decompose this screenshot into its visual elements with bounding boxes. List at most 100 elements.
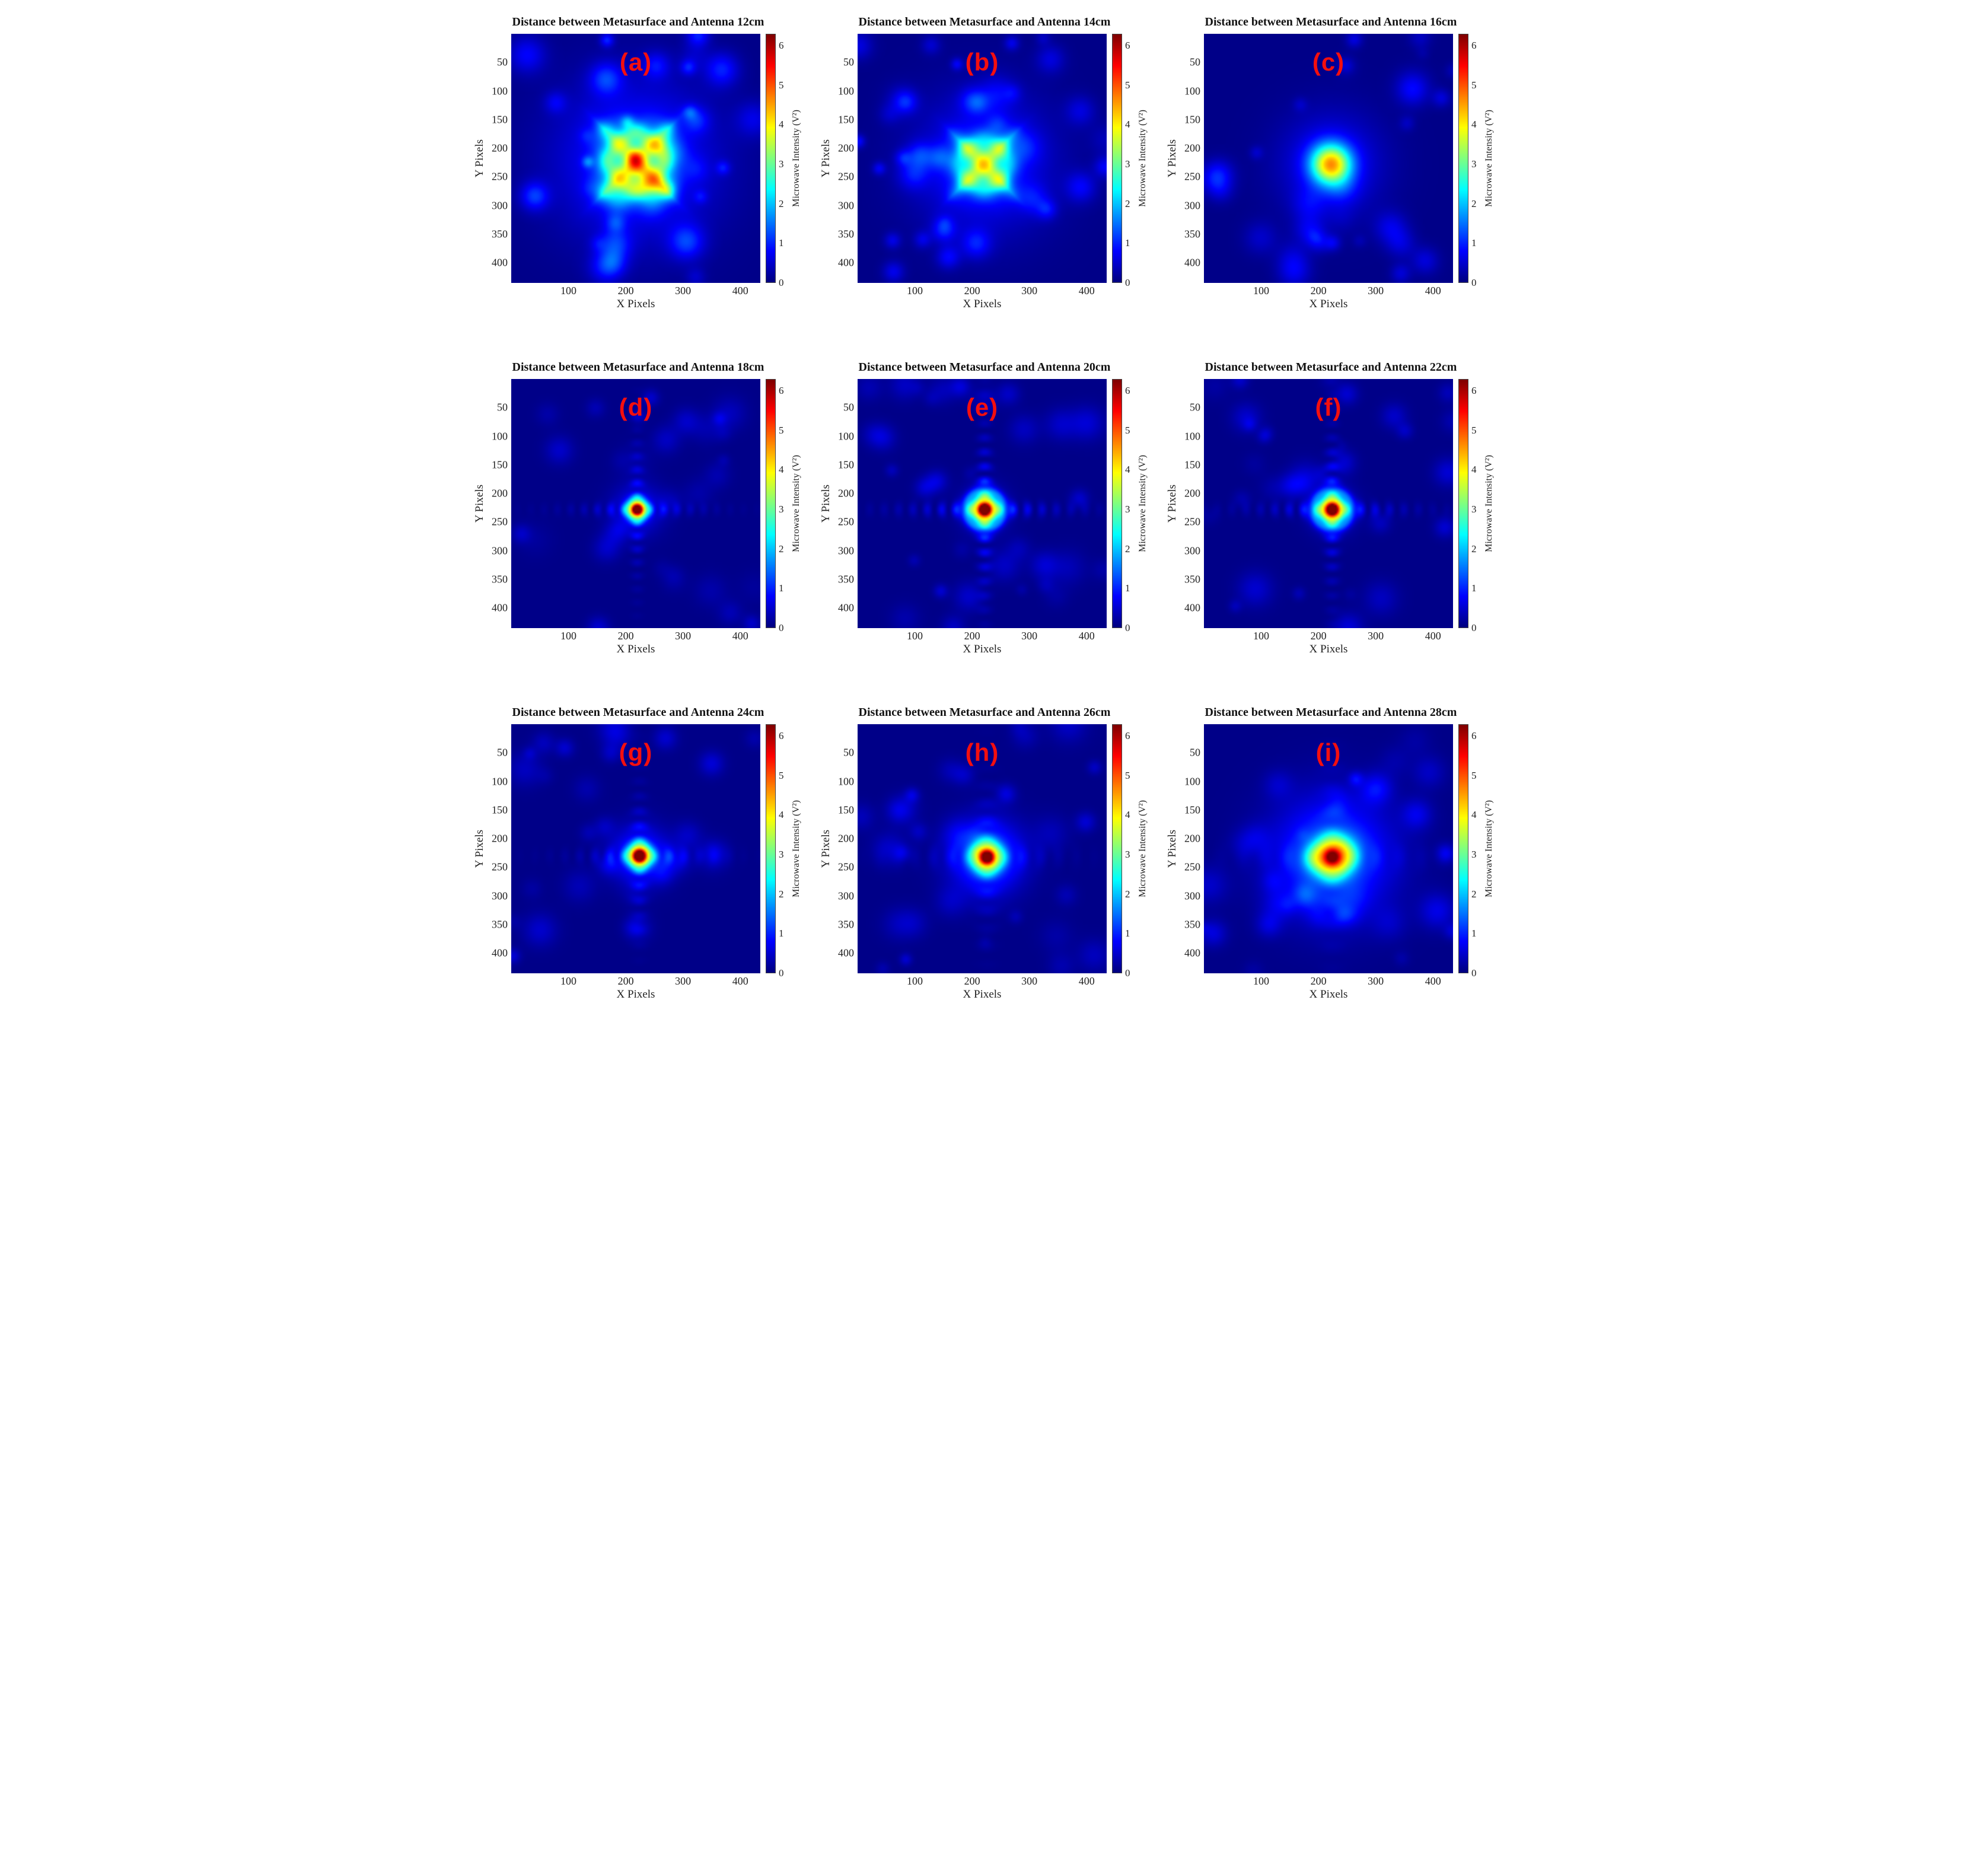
x-tick-label: 300	[1368, 975, 1384, 987]
x-tick-label: 200	[617, 975, 634, 987]
x-axis-label: X Pixels	[1309, 298, 1348, 310]
figure-grid: Distance between Metasurface and Antenna…	[7, 15, 1962, 1001]
y-tick-label: 250	[1184, 515, 1200, 528]
colorbar-tick-label: 4	[779, 464, 784, 476]
colorbar-tick-label: 0	[1471, 967, 1477, 979]
y-tick-label: 100	[1184, 85, 1200, 97]
y-tick-label: 350	[838, 228, 854, 240]
y-tick-label: 100	[838, 430, 854, 442]
x-axis-label: X Pixels	[616, 988, 655, 1001]
colorbar	[766, 724, 776, 973]
colorbar	[1112, 724, 1122, 973]
colorbar	[1458, 379, 1468, 628]
colorbar-tick-label: 1	[1125, 582, 1130, 594]
colorbar-tick-label: 5	[779, 79, 784, 91]
y-axis-ticks: 50 100 150 200 250 300 350 400	[833, 724, 858, 973]
y-axis-label: Y Pixels	[820, 829, 832, 868]
panel-letter: (g)	[619, 738, 653, 766]
colorbar	[766, 34, 776, 283]
heatmap-plot: (g)	[511, 724, 760, 973]
heatmap-panel: Distance between Metasurface and Antenna…	[1166, 15, 1496, 311]
x-axis-label: X Pixels	[963, 988, 1002, 1001]
panel-letter: (e)	[966, 393, 999, 421]
y-axis-ticks: 50 100 150 200 250 300 350 400	[486, 34, 511, 283]
y-tick-label: 200	[838, 142, 854, 154]
x-tick-label: 200	[964, 975, 980, 987]
panel-title: Distance between Metasurface and Antenna…	[512, 361, 764, 374]
colorbar-tick-label: 3	[1125, 849, 1130, 860]
x-tick-label: 300	[675, 630, 692, 642]
y-tick-label: 300	[1184, 544, 1200, 557]
y-tick-label: 100	[838, 775, 854, 788]
y-tick-label: 100	[1184, 430, 1200, 442]
heatmap-canvas	[858, 379, 1107, 628]
y-tick-label: 200	[1184, 487, 1200, 499]
colorbar-tick-label: 0	[1125, 277, 1130, 288]
x-tick-label: 200	[617, 285, 634, 297]
y-tick-label: 150	[1184, 113, 1200, 126]
y-tick-label: 150	[838, 804, 854, 816]
heatmap-canvas	[1204, 379, 1453, 628]
y-axis-label: Y Pixels	[1166, 139, 1178, 178]
y-tick-label: 150	[838, 458, 854, 471]
colorbar-tick-label: 3	[779, 849, 784, 860]
panel-letter: (b)	[965, 48, 999, 76]
y-tick-label: 350	[1184, 228, 1200, 240]
y-tick-label: 250	[492, 170, 508, 183]
colorbar-tick-label: 0	[1125, 622, 1130, 633]
y-tick-label: 250	[838, 515, 854, 528]
colorbar-area: 0 1 2 3 4 5 6 Microwave Intensity (V²)	[766, 724, 803, 979]
colorbar-tick-label: 5	[1471, 424, 1477, 436]
colorbar-ticks: 0 1 2 3 4 5 6	[1122, 724, 1136, 979]
heatmap-canvas	[511, 34, 760, 283]
colorbar-label: Microwave Intensity (V²)	[1138, 455, 1148, 552]
heatmap-plot: (f)	[1204, 379, 1453, 628]
y-tick-label: 250	[1184, 861, 1200, 873]
colorbar-tick-label: 2	[1125, 888, 1130, 900]
y-tick-label: 350	[492, 573, 508, 585]
x-tick-label: 100	[1253, 975, 1270, 987]
y-tick-label: 300	[1184, 890, 1200, 902]
x-tick-label: 300	[1021, 630, 1038, 642]
y-tick-label: 50	[843, 401, 854, 413]
colorbar-tick-label: 1	[1471, 582, 1477, 594]
colorbar-tick-label: 2	[1471, 198, 1477, 209]
y-axis-ticks: 50 100 150 200 250 300 350 400	[486, 379, 511, 628]
panel-body: Y Pixels 50 100 150 200 250 300 350 400 (a) 0 1 2…	[473, 34, 803, 288]
x-axis-ticks: 100 200 300 400	[858, 628, 1107, 642]
y-axis-label: Y Pixels	[473, 829, 486, 868]
x-tick-label: 400	[732, 630, 748, 642]
y-tick-label: 100	[492, 430, 508, 442]
colorbar-tick-label: 4	[1125, 464, 1130, 476]
x-axis-ticks: 100 200 300 400	[1204, 283, 1453, 297]
y-tick-label: 300	[838, 199, 854, 212]
y-tick-label: 50	[843, 746, 854, 759]
colorbar-tick-label: 6	[1471, 385, 1477, 396]
y-tick-label: 250	[838, 170, 854, 183]
y-tick-label: 150	[1184, 458, 1200, 471]
x-tick-label: 200	[1310, 285, 1327, 297]
y-tick-label: 250	[492, 861, 508, 873]
y-tick-label: 200	[492, 487, 508, 499]
y-tick-label: 350	[838, 918, 854, 931]
colorbar-area: 0 1 2 3 4 5 6 Microwave Intensity (V²)	[1458, 379, 1496, 633]
y-axis-ticks: 50 100 150 200 250 300 350 400	[833, 379, 858, 628]
y-tick-label: 50	[497, 401, 508, 413]
x-tick-label: 100	[907, 630, 923, 642]
x-tick-label: 200	[964, 630, 980, 642]
heatmap-panel: Distance between Metasurface and Antenna…	[1166, 361, 1496, 656]
x-tick-label: 300	[1368, 630, 1384, 642]
heatmap-canvas	[511, 724, 760, 973]
panel-title: Distance between Metasurface and Antenna…	[858, 706, 1111, 719]
colorbar-tick-label: 5	[1125, 424, 1130, 436]
y-axis-ticks: 50 100 150 200 250 300 350 400	[833, 34, 858, 283]
panel-body: Y Pixels 50 100 150 200 250 300 350 400 (b) 0 1 2…	[820, 34, 1149, 288]
x-tick-label: 100	[560, 630, 577, 642]
x-tick-label: 200	[617, 630, 634, 642]
x-tick-label: 200	[1310, 630, 1327, 642]
x-axis-ticks: 100 200 300 400	[511, 283, 760, 297]
colorbar-tick-label: 3	[1471, 504, 1477, 515]
colorbar-ticks: 0 1 2 3 4 5 6	[1122, 34, 1136, 288]
colorbar-tick-label: 6	[1125, 40, 1130, 51]
colorbar-label: Microwave Intensity (V²)	[791, 455, 801, 552]
